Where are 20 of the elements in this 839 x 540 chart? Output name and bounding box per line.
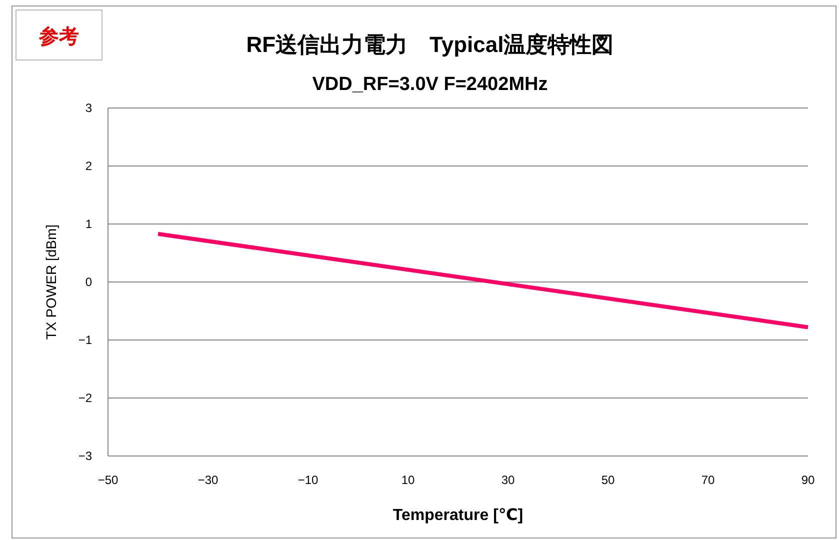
- y-tick-label: −1: [78, 333, 92, 347]
- y-tick-label: −3: [78, 449, 92, 463]
- y-tick-label: 2: [85, 159, 92, 173]
- x-tick-label: −10: [298, 473, 318, 487]
- x-tick-label: 50: [601, 473, 615, 487]
- x-tick-label: 90: [801, 473, 815, 487]
- x-tick-label: −50: [98, 473, 118, 487]
- x-tick-label: 70: [701, 473, 715, 487]
- x-tick-label: 30: [501, 473, 515, 487]
- y-tick-label: 1: [85, 217, 92, 231]
- y-axis-title: TX POWER [dBm]: [43, 224, 59, 340]
- x-axis-title: Temperature [℃]: [392, 507, 524, 524]
- chart-subtitle: VDD_RF=3.0V F=2402MHz: [312, 74, 548, 95]
- y-tick-label: 0: [85, 275, 92, 289]
- x-tick-label: 10: [401, 473, 415, 487]
- y-tick-label: 3: [85, 101, 92, 115]
- text: 参考: [38, 25, 79, 48]
- y-tick-label: −2: [78, 391, 92, 405]
- chart-title: RF送信出力電力 Typical温度特性図: [246, 32, 614, 57]
- x-tick-label: −30: [198, 473, 218, 487]
